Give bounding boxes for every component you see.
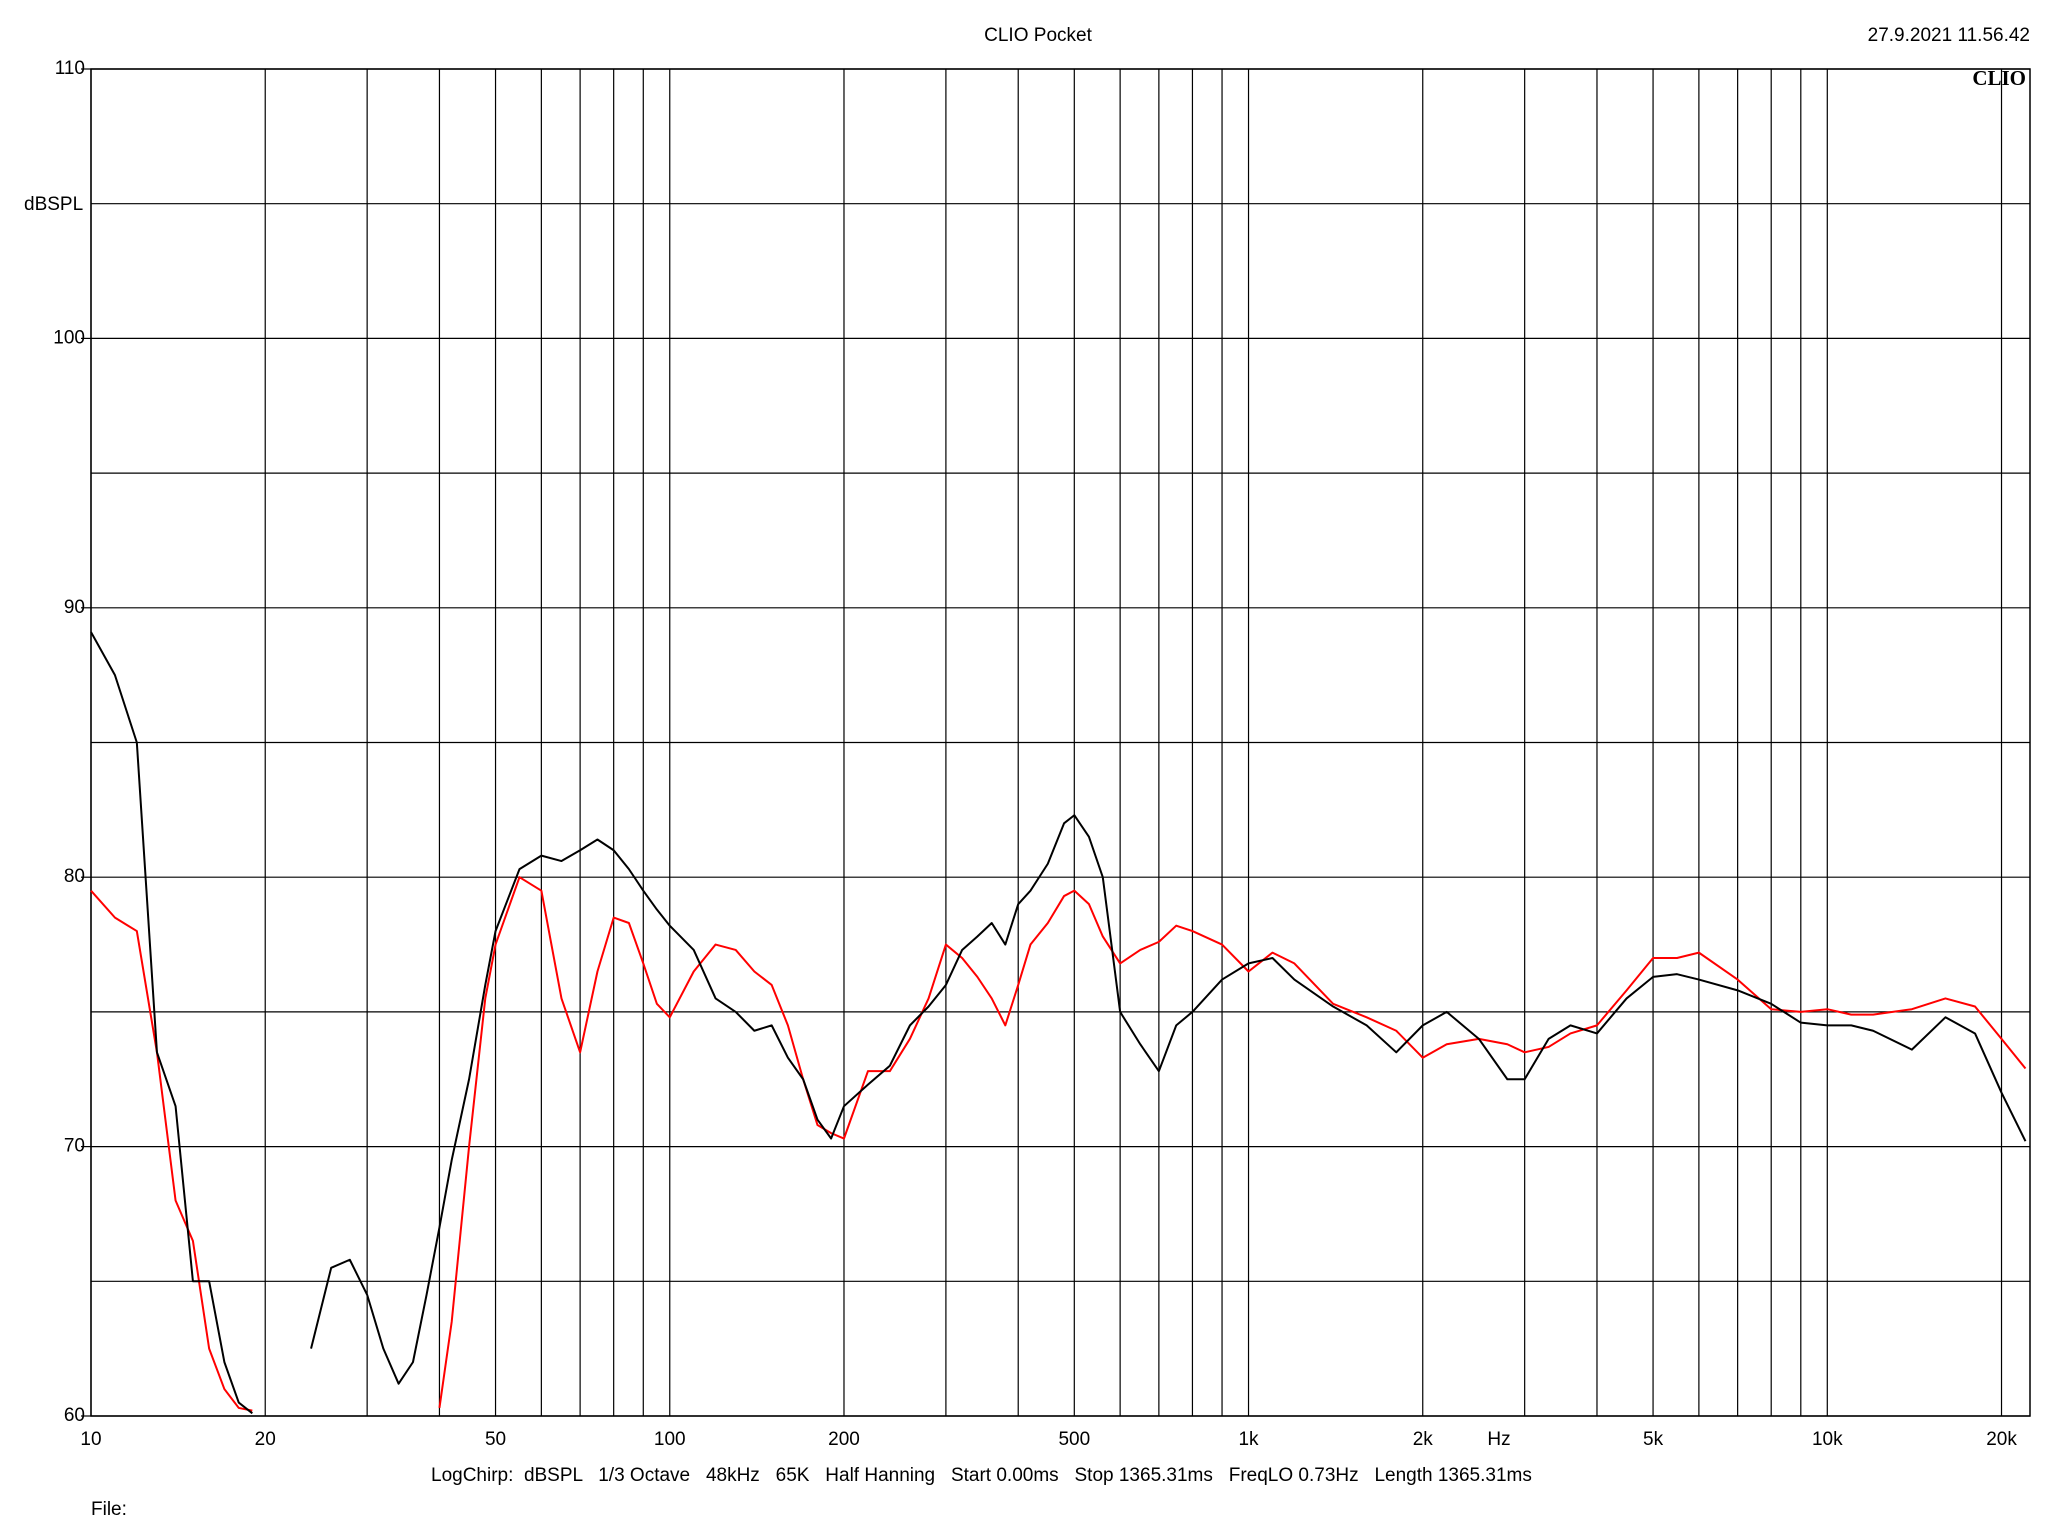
x-axis-label: Hz: [1487, 1429, 1510, 1450]
y-tick-label: 90: [64, 597, 85, 618]
y-tick-label: 80: [64, 866, 85, 887]
x-tick-label: 50: [485, 1429, 506, 1450]
x-tick-label: 2k: [1413, 1429, 1434, 1450]
timestamp: 27.9.2021 11.56.42: [1868, 25, 2030, 46]
y-axis-label: dBSPL: [24, 194, 83, 215]
y-tick-label: 110: [55, 58, 85, 79]
plot-frame: [90, 68, 2031, 1417]
y-tick-label: 60: [64, 1405, 85, 1426]
x-tick-label: 500: [1058, 1429, 1090, 1450]
series-line: [90, 631, 2027, 1415]
x-tick-label: 10: [80, 1429, 101, 1450]
logo: CLIO: [1972, 66, 2026, 90]
x-tick-label: 20k: [1986, 1429, 2017, 1450]
file-label: File:: [91, 1499, 127, 1520]
y-tick-label: 70: [64, 1136, 85, 1157]
series-line: [90, 876, 2027, 1412]
x-tick-label: 5k: [1643, 1429, 1664, 1450]
chart-title: CLIO Pocket: [984, 25, 1092, 46]
footer: LogChirp: dBSPL 1/3 Octave 48kHz 65K Hal…: [431, 1465, 1532, 1486]
x-tick-label: 200: [828, 1429, 860, 1450]
x-tick-label: 1k: [1238, 1429, 1259, 1450]
x-tick-label: 20: [255, 1429, 276, 1450]
y-tick-label: 100: [53, 327, 85, 348]
x-tick-label: 100: [654, 1429, 686, 1450]
x-tick-label: 10k: [1812, 1429, 1843, 1450]
